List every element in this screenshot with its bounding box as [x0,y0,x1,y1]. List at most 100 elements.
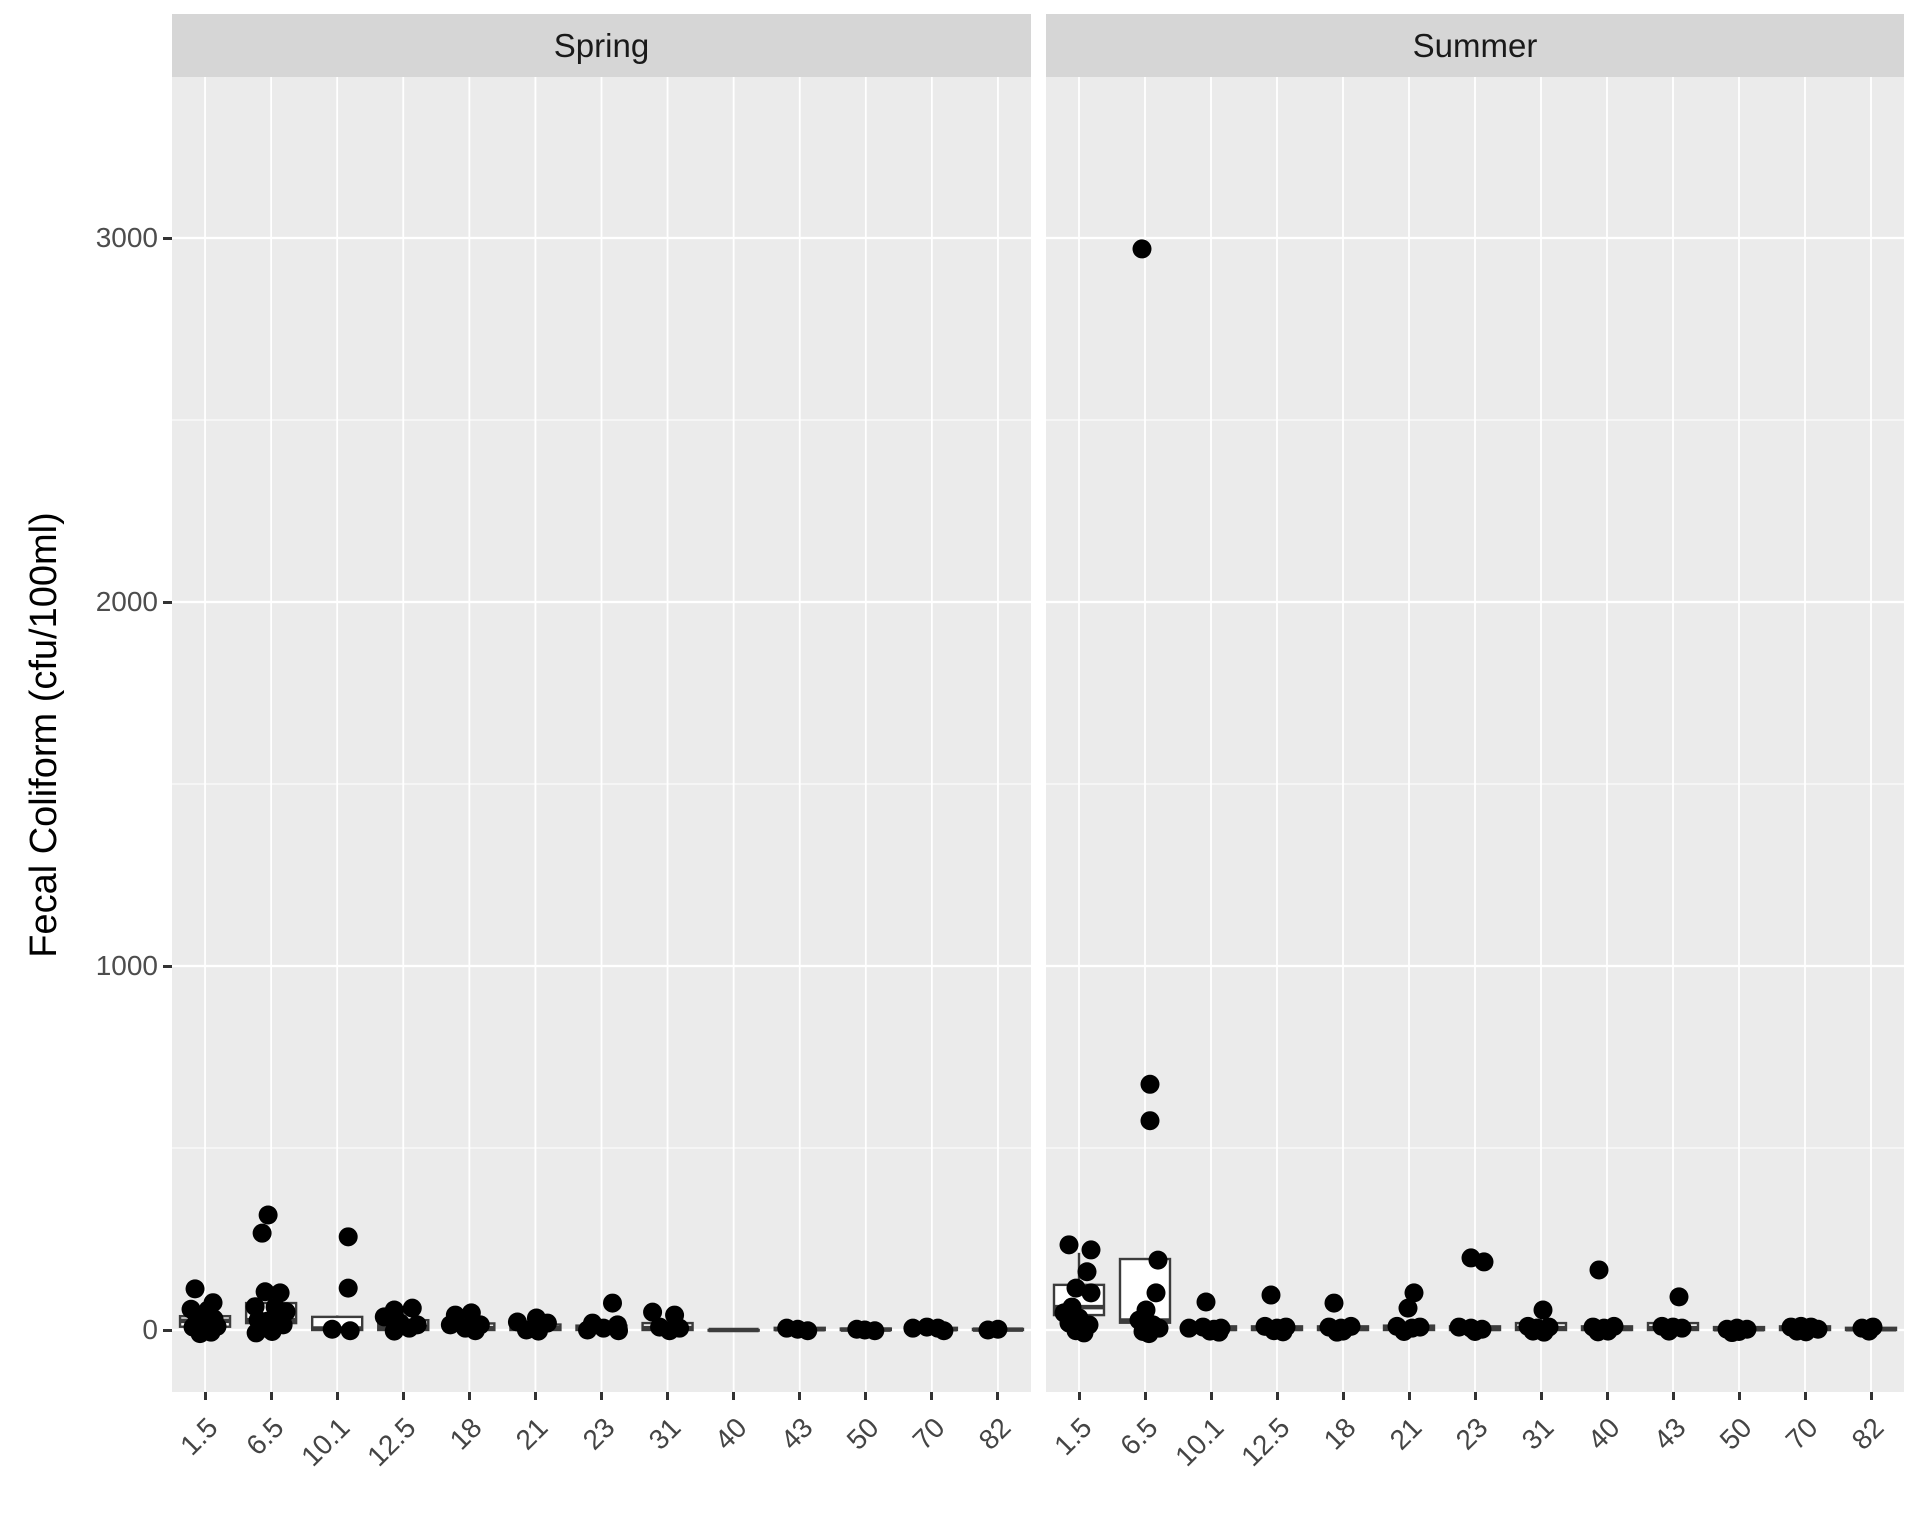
x-tick [930,1392,934,1400]
jitter-point [1081,1240,1101,1260]
jitter-point [258,1205,278,1225]
x-tick [335,1392,339,1400]
jitter-point [1132,239,1152,259]
jitter-point [1404,1283,1424,1303]
y-tick [163,964,172,968]
jitter-point [1534,1322,1554,1342]
x-tick [600,1392,603,1400]
jitter-point [1398,1298,1418,1318]
jitter-point [1722,1323,1742,1343]
jitter-point [384,1321,404,1341]
facet-strip-label: Summer [1412,26,1538,64]
y-tick-label: 1000 [95,950,158,981]
jitter-point [903,1318,923,1338]
x-tick [1275,1392,1279,1400]
x-tick [1605,1392,1609,1400]
facet-strip-summer: Summer [1046,14,1904,77]
jitter-point [338,1227,358,1247]
jitter-point [1139,1324,1159,1344]
jitter-point [402,1298,422,1318]
jitter-point [1066,1278,1086,1298]
jitter-point [340,1321,360,1341]
jitter-point [1273,1322,1293,1342]
jitter-point [1196,1292,1216,1312]
jitter-point [1148,1250,1168,1270]
y-tick [163,600,172,604]
jitter-point [1394,1321,1414,1341]
x-tick [1143,1392,1147,1400]
x-tick [1473,1392,1477,1400]
jitter-point [1146,1283,1166,1303]
panel-spring [172,77,1031,1392]
jitter-point [660,1321,680,1341]
jitter-point [252,1223,272,1243]
jitter-point [934,1321,954,1341]
x-tick [1341,1392,1345,1400]
jitter-point [1261,1285,1281,1305]
jitter-point [1074,1323,1094,1343]
jitter-point [1179,1318,1199,1338]
jitter-point [594,1318,613,1338]
jitter-point [338,1278,358,1298]
jitter-point [1474,1252,1494,1272]
y-tick-label: 2000 [95,586,158,617]
x-tick [732,1392,736,1400]
jitter-point [1589,1260,1609,1280]
x-tick [467,1392,471,1400]
facet-strip-spring: Spring [172,14,1031,77]
jitter-point [1669,1287,1689,1307]
jitter-point [1859,1321,1879,1341]
jitter-point [603,1293,622,1313]
x-tick [666,1392,670,1400]
jitter-point [465,1321,485,1341]
jitter-point [578,1320,597,1340]
panel-canvas [1046,77,1904,1392]
x-tick [1209,1392,1213,1400]
panel-summer [1046,77,1904,1392]
jitter-point [255,1282,275,1302]
jitter-point [1324,1293,1344,1313]
jitter-point [1533,1300,1553,1320]
x-tick [1407,1392,1411,1400]
jitter-point [1465,1321,1485,1341]
x-tick [1869,1392,1873,1400]
jitter-point [246,1323,266,1343]
jitter-point [609,1321,628,1341]
x-tick [1737,1392,1741,1400]
jitter-point [988,1319,1008,1339]
jitter-point [374,1307,394,1327]
jitter-point [798,1321,818,1341]
jitter-point [1059,1235,1079,1255]
y-tick-label: 0 [142,1314,158,1345]
jitter-point [262,1321,282,1341]
x-tick [864,1392,868,1400]
jitter-point [190,1324,210,1344]
jitter-point [643,1302,663,1322]
y-tick-label: 3000 [95,222,158,253]
x-tick [1671,1392,1675,1400]
jitter-point [1209,1322,1229,1342]
jitter-point [440,1315,460,1335]
jitter-point [1588,1322,1608,1342]
x-tick [996,1392,1000,1400]
x-tick [1803,1392,1807,1400]
jitter-point [399,1318,419,1338]
x-tick [533,1392,537,1400]
jitter-point [1140,1111,1160,1131]
jitter-point [185,1279,205,1299]
x-tick [1077,1392,1081,1400]
x-tick [269,1392,273,1400]
jitter-point [1077,1262,1097,1282]
jitter-point [1140,1074,1160,1094]
jitter-point [322,1319,342,1339]
jitter-point [1410,1317,1430,1337]
x-tick [1539,1392,1543,1400]
jitter-point [1796,1322,1816,1342]
y-tick [163,236,172,240]
jitter-point [528,1321,548,1341]
y-tick [163,1328,172,1332]
x-tick [203,1392,207,1400]
facet-strip-label: Spring [553,26,650,64]
x-tick [798,1392,802,1400]
